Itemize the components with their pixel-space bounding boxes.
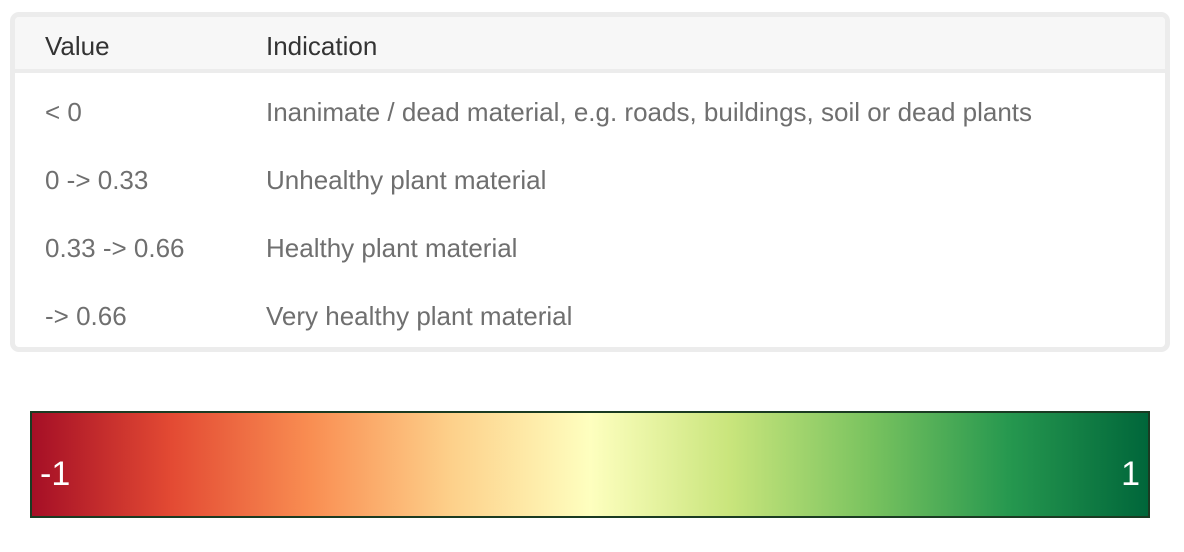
table-header-row: Value Indication — [15, 17, 1165, 73]
table-row: < 0 Inanimate / dead material, e.g. road… — [15, 77, 1165, 145]
ndvi-color-scale: -1 1 — [30, 411, 1150, 518]
row-indication: Healthy plant material — [266, 233, 518, 263]
header-indication: Indication — [266, 31, 378, 61]
row-value: 0 -> 0.33 — [45, 165, 149, 195]
color-gradient-bar — [32, 413, 1148, 516]
ndvi-table: Value Indication < 0 Inanimate / dead ma… — [10, 12, 1170, 352]
table-row: 0 -> 0.33 Unhealthy plant material — [15, 145, 1165, 213]
table-row: -> 0.66 Very healthy plant material — [15, 281, 1165, 347]
row-indication: Very healthy plant material — [266, 301, 573, 331]
scale-min-label: -1 — [40, 455, 71, 493]
row-value: -> 0.66 — [45, 301, 127, 331]
row-indication: Unhealthy plant material — [266, 165, 547, 195]
row-indication: Inanimate / dead material, e.g. roads, b… — [266, 97, 1033, 127]
row-value: 0.33 -> 0.66 — [45, 233, 185, 263]
header-value: Value — [45, 31, 110, 61]
row-value: < 0 — [45, 97, 82, 127]
scale-max-label: 1 — [1121, 455, 1140, 493]
table-row: 0.33 -> 0.66 Healthy plant material — [15, 213, 1165, 281]
